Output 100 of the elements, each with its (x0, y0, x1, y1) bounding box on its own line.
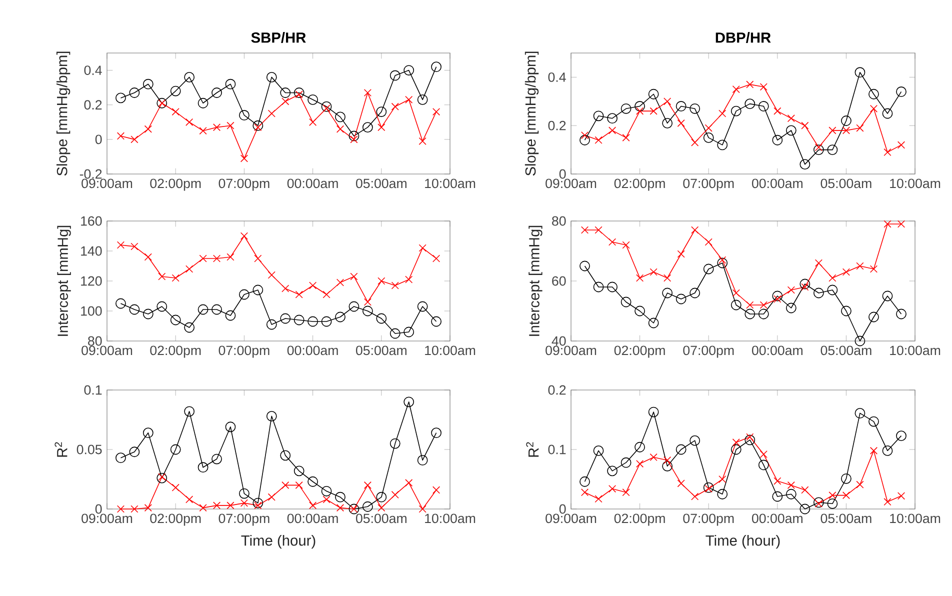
point (801, 283, 809, 291)
point (116, 241, 125, 249)
point (580, 260, 590, 272)
point (350, 272, 358, 280)
y-tick-label: 0 (559, 169, 566, 179)
x-tick-label: 02:00pm (150, 346, 201, 358)
x-tick-label: 05:00am (820, 346, 872, 356)
point (730, 300, 742, 310)
point (116, 298, 126, 309)
point (593, 110, 604, 122)
x-tick-label: 07:00pm (218, 514, 270, 526)
point (362, 306, 373, 316)
x-tick-label: 09:00am (546, 346, 596, 356)
point (828, 274, 836, 282)
y-tick-label: 0.05 (76, 444, 102, 454)
point (884, 220, 892, 228)
point (786, 488, 796, 500)
point (364, 481, 372, 489)
y-tick-label: 0.4 (84, 66, 102, 75)
x-tick-label: 07:00pm (683, 514, 734, 526)
point (321, 316, 332, 327)
point (130, 242, 138, 250)
point (677, 250, 685, 258)
point (634, 442, 646, 452)
y-axis-title: R$^{2}$ (54, 442, 68, 457)
point (144, 504, 152, 512)
point (282, 284, 290, 292)
y-axis-title: Intercept [mmHg] (57, 226, 71, 336)
point (418, 505, 426, 513)
point (280, 88, 291, 98)
point (800, 504, 810, 514)
point (266, 72, 277, 82)
point (650, 107, 658, 115)
chart-title: DBP/HR (716, 32, 771, 43)
point (252, 120, 264, 131)
point (884, 148, 892, 156)
point (418, 137, 426, 145)
point (608, 238, 616, 246)
point (813, 497, 824, 508)
point (650, 268, 658, 276)
x-tick-label: 00:00am (287, 514, 338, 524)
x-tick-label: 09:00am (546, 178, 596, 188)
x-tick-label: 10:00am (890, 346, 940, 356)
x-tick-label: 02:00pm (150, 178, 201, 191)
point (868, 416, 879, 427)
point (404, 65, 414, 76)
point (717, 140, 728, 150)
x-tick-label: 10:00am (425, 178, 476, 188)
point (212, 454, 222, 464)
y-tick-label: 80 (88, 336, 102, 346)
point (774, 477, 782, 485)
point (827, 284, 838, 296)
point (620, 103, 632, 114)
point (676, 294, 686, 304)
point (225, 310, 236, 321)
point (335, 312, 346, 322)
point (580, 131, 589, 140)
point (321, 101, 332, 112)
point (841, 306, 852, 316)
point (842, 126, 850, 134)
point (580, 488, 589, 496)
point (732, 86, 740, 94)
point (431, 428, 442, 438)
point (116, 132, 125, 140)
point (239, 110, 250, 120)
point (172, 484, 180, 492)
point (662, 460, 673, 472)
x-tick-label: 09:00am (546, 514, 596, 524)
point (280, 313, 291, 324)
point (854, 336, 866, 346)
point (703, 132, 714, 143)
point (746, 433, 754, 441)
point (417, 94, 428, 105)
point (718, 256, 726, 264)
point (828, 492, 836, 500)
point (870, 265, 878, 273)
point (226, 253, 234, 261)
x-tick-label: 02:00pm (614, 346, 665, 358)
point (732, 289, 740, 297)
point (664, 456, 672, 464)
x-tick-label: 02:00pm (614, 178, 665, 191)
point (252, 284, 264, 296)
y-tick-label: 60 (552, 276, 566, 286)
point (142, 428, 154, 438)
point (144, 253, 152, 261)
point (170, 314, 181, 326)
x-tick-label: 09:00am (82, 178, 132, 188)
point (432, 108, 440, 116)
point (239, 289, 250, 300)
point (760, 83, 768, 91)
point (690, 103, 700, 114)
x-tick-label: 00:00am (752, 178, 802, 188)
point (870, 104, 878, 112)
point (884, 498, 892, 506)
point (608, 126, 616, 134)
point (362, 501, 373, 512)
y-tick-label: 0.4 (548, 72, 566, 82)
point (240, 499, 248, 507)
point (212, 124, 221, 132)
point (607, 113, 618, 124)
